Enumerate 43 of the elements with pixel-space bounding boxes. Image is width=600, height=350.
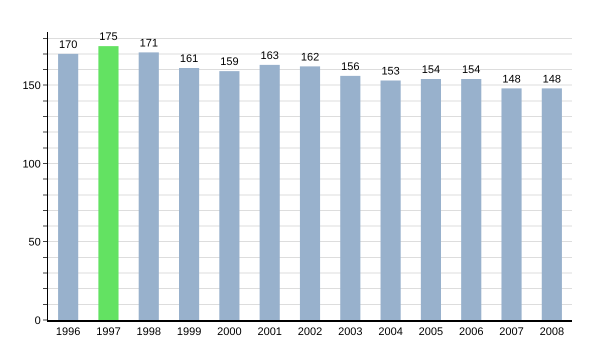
data-label: 162 <box>300 51 320 64</box>
data-label: 171 <box>140 37 158 50</box>
y-tick-label: 50 <box>28 236 41 249</box>
data-label: 153 <box>381 66 400 78</box>
bar <box>179 68 200 320</box>
x-tick-label: 1997 <box>96 326 121 338</box>
bar <box>58 54 78 320</box>
data-label: 161 <box>180 53 198 65</box>
bar <box>138 52 159 320</box>
x-tick-label: 2003 <box>338 326 363 338</box>
x-tick-label: 2008 <box>540 326 564 338</box>
x-tick-label: 1996 <box>56 326 80 338</box>
data-label: 170 <box>58 38 78 51</box>
y-tick-label: 150 <box>22 80 41 92</box>
y-tick-label: 0 <box>34 314 41 327</box>
data-label: 154 <box>462 64 480 76</box>
x-tick-label: 2000 <box>217 326 242 338</box>
data-label: 163 <box>260 50 279 62</box>
bar <box>98 46 119 320</box>
bar <box>340 76 360 320</box>
bar <box>219 71 240 320</box>
x-tick-label: 2004 <box>378 326 403 338</box>
bar <box>501 88 522 320</box>
x-tick-label: 2005 <box>418 326 444 338</box>
data-label: 148 <box>502 73 521 86</box>
x-tick-label: 2001 <box>257 326 282 338</box>
data-label: 154 <box>422 64 440 76</box>
bar <box>260 64 280 320</box>
data-label: 159 <box>220 56 239 68</box>
bar <box>542 88 562 320</box>
bar <box>380 80 401 320</box>
x-tick-label: 2006 <box>458 326 484 338</box>
data-label: 156 <box>341 60 360 73</box>
data-label: 148 <box>542 73 562 86</box>
bar <box>461 78 482 320</box>
x-tick-label: 2002 <box>298 326 322 338</box>
y-tick-label: 100 <box>22 158 41 170</box>
x-tick-label: 1998 <box>136 326 162 338</box>
x-tick-label: 1999 <box>176 326 202 338</box>
bar <box>420 78 441 320</box>
data-label: 175 <box>99 31 118 44</box>
bar <box>300 66 320 320</box>
x-tick-label: 2007 <box>499 326 524 338</box>
